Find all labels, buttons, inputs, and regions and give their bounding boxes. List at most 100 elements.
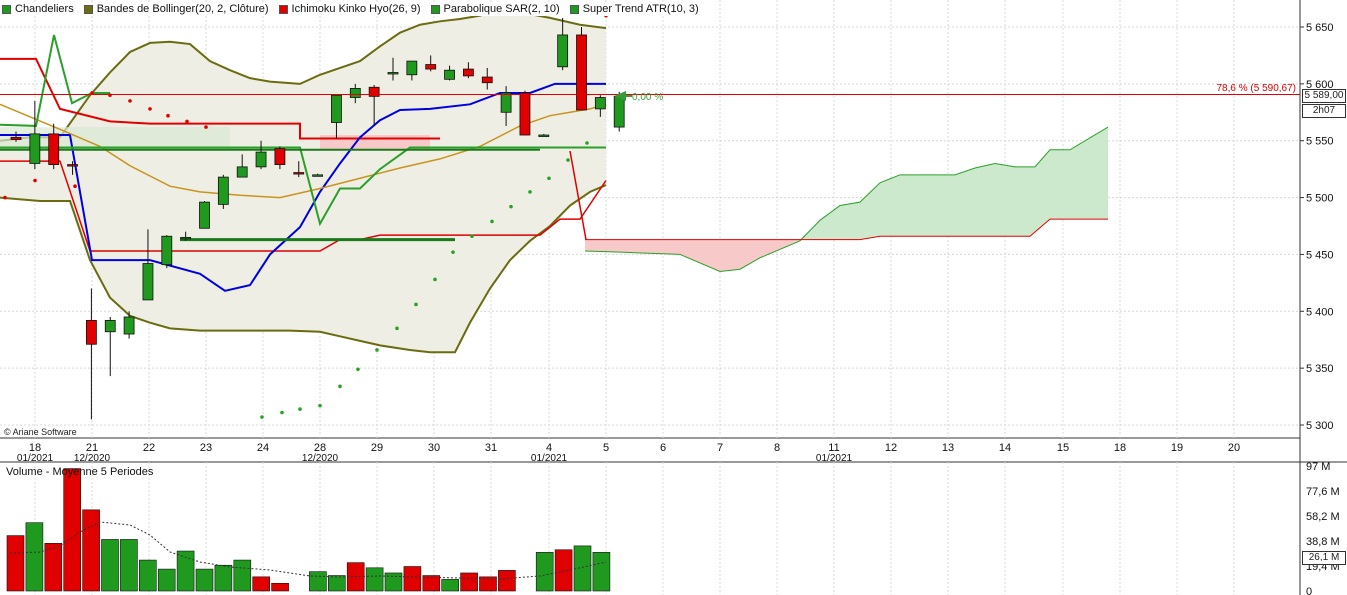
sar-dot (356, 367, 360, 372)
day-tick-label: 22 (143, 442, 155, 454)
sar-dot (33, 178, 37, 183)
volume-tick-label: 97 M (1306, 461, 1330, 473)
legend-item[interactable]: Chandeliers (2, 3, 74, 15)
volume-bar (422, 575, 441, 592)
candle-body (161, 235, 173, 266)
sar-dot (166, 113, 170, 118)
sar-dot (451, 250, 455, 254)
volume-bar (82, 509, 100, 592)
candle-body (48, 133, 60, 165)
month-tick-label: 01/2021 (531, 453, 568, 464)
candle-body (500, 92, 512, 113)
legend-swatch-icon (430, 4, 440, 14)
legend-item[interactable]: Bandes de Bollinger(20, 2, Clôture) (83, 3, 269, 15)
sar-dot (470, 234, 474, 239)
candle-body (104, 319, 116, 333)
volume-tick-label: 0 (1306, 586, 1312, 595)
sar-dot (414, 302, 418, 307)
legend-item[interactable]: Super Trend ATR(10, 3) (569, 3, 699, 15)
price-tick-label: 5 400 (1306, 306, 1334, 318)
volume-bar (157, 568, 176, 592)
candle-body (406, 60, 418, 76)
candle-body (538, 134, 550, 137)
volume-bar (25, 522, 44, 592)
sar-dot (318, 403, 322, 408)
candle-body (462, 68, 474, 77)
ichimoku-cloud-bullish (585, 127, 1108, 272)
price-tick-label: 5 450 (1306, 249, 1334, 261)
month-tick-label: 01/2021 (816, 453, 853, 464)
volume-bar (460, 572, 478, 592)
price-tick-label: 5 500 (1306, 193, 1334, 205)
day-tick-label: 14 (999, 442, 1011, 454)
volume-bar (498, 570, 516, 592)
volume-bar (195, 568, 214, 592)
day-tick-label: 18 (29, 442, 41, 454)
sar-dot (528, 190, 532, 194)
volume-bar (176, 550, 195, 592)
legend-label: Bandes de Bollinger(20, 2, Clôture) (96, 3, 269, 15)
price-tick-label: 5 300 (1306, 420, 1334, 432)
price-tick-label: 5 550 (1306, 136, 1334, 148)
day-tick-label: 24 (257, 442, 269, 454)
day-tick-label: 4 (546, 442, 552, 454)
candle-body (274, 148, 286, 165)
candle-body (67, 164, 78, 167)
time-left-tag: 2h07 (1302, 104, 1346, 118)
legend-label: Super Trend ATR(10, 3) (582, 3, 699, 15)
candle-body (29, 133, 41, 164)
legend-swatch-icon (278, 4, 288, 14)
volume-bar (365, 567, 384, 592)
month-tick-label: 01/2021 (17, 453, 54, 464)
sar-dot (509, 204, 513, 209)
legend-swatch-icon (83, 4, 93, 14)
legend-item[interactable]: Ichimoku Kinko Hyo(26, 9) (278, 3, 421, 15)
volume-bar (573, 545, 592, 592)
month-tick-label: 12/2020 (302, 453, 339, 464)
day-tick-label: 6 (660, 442, 666, 454)
ichimoku-cloud-bearish (585, 239, 800, 272)
price-tick-label: 5 650 (1306, 22, 1334, 34)
month-tick-label: 12/2020 (74, 453, 111, 464)
candle-body (613, 95, 625, 128)
volume-bar (554, 549, 573, 592)
candle-body (10, 136, 22, 140)
candle-body (255, 151, 267, 168)
candle-body (331, 94, 342, 123)
day-tick-label: 15 (1057, 442, 1069, 454)
last-price-tag: 5 589,00 (1302, 89, 1346, 103)
sar-dot (128, 99, 132, 103)
sar-dot (3, 195, 7, 200)
sar-dot (280, 410, 284, 415)
volume-bar (44, 543, 63, 592)
day-tick-label: 23 (200, 442, 212, 454)
day-tick-label: 11 (828, 442, 839, 454)
price-tick-label: 5 350 (1306, 363, 1334, 375)
candle-body (519, 92, 531, 136)
candle-body (293, 172, 305, 175)
sar-dot (566, 158, 570, 162)
day-tick-label: 30 (428, 442, 440, 454)
sar-dot (433, 277, 437, 282)
candle-body (86, 319, 97, 345)
candle-body (217, 176, 229, 205)
sar-dot (185, 119, 189, 124)
sar-dot (298, 407, 302, 411)
candle-body (425, 64, 437, 70)
volume-tick-label: 38,8 M (1306, 536, 1340, 548)
sar-dot (375, 348, 379, 352)
day-tick-label: 29 (371, 442, 383, 454)
volume-bar (592, 552, 611, 592)
volume-bar (233, 559, 252, 592)
candle-body (444, 69, 455, 80)
volume-bar (327, 575, 346, 592)
day-tick-label: 20 (1228, 442, 1240, 454)
day-tick-label: 13 (942, 442, 954, 454)
ichimoku-kijun-upper (0, 57, 440, 140)
legend-swatch-icon (569, 4, 579, 14)
sar-dot (260, 415, 264, 419)
chikou-line (0, 34, 110, 127)
legend-item[interactable]: Parabolique SAR(2, 10) (430, 3, 560, 15)
volume-bar (271, 582, 289, 592)
day-tick-label: 8 (774, 442, 780, 454)
